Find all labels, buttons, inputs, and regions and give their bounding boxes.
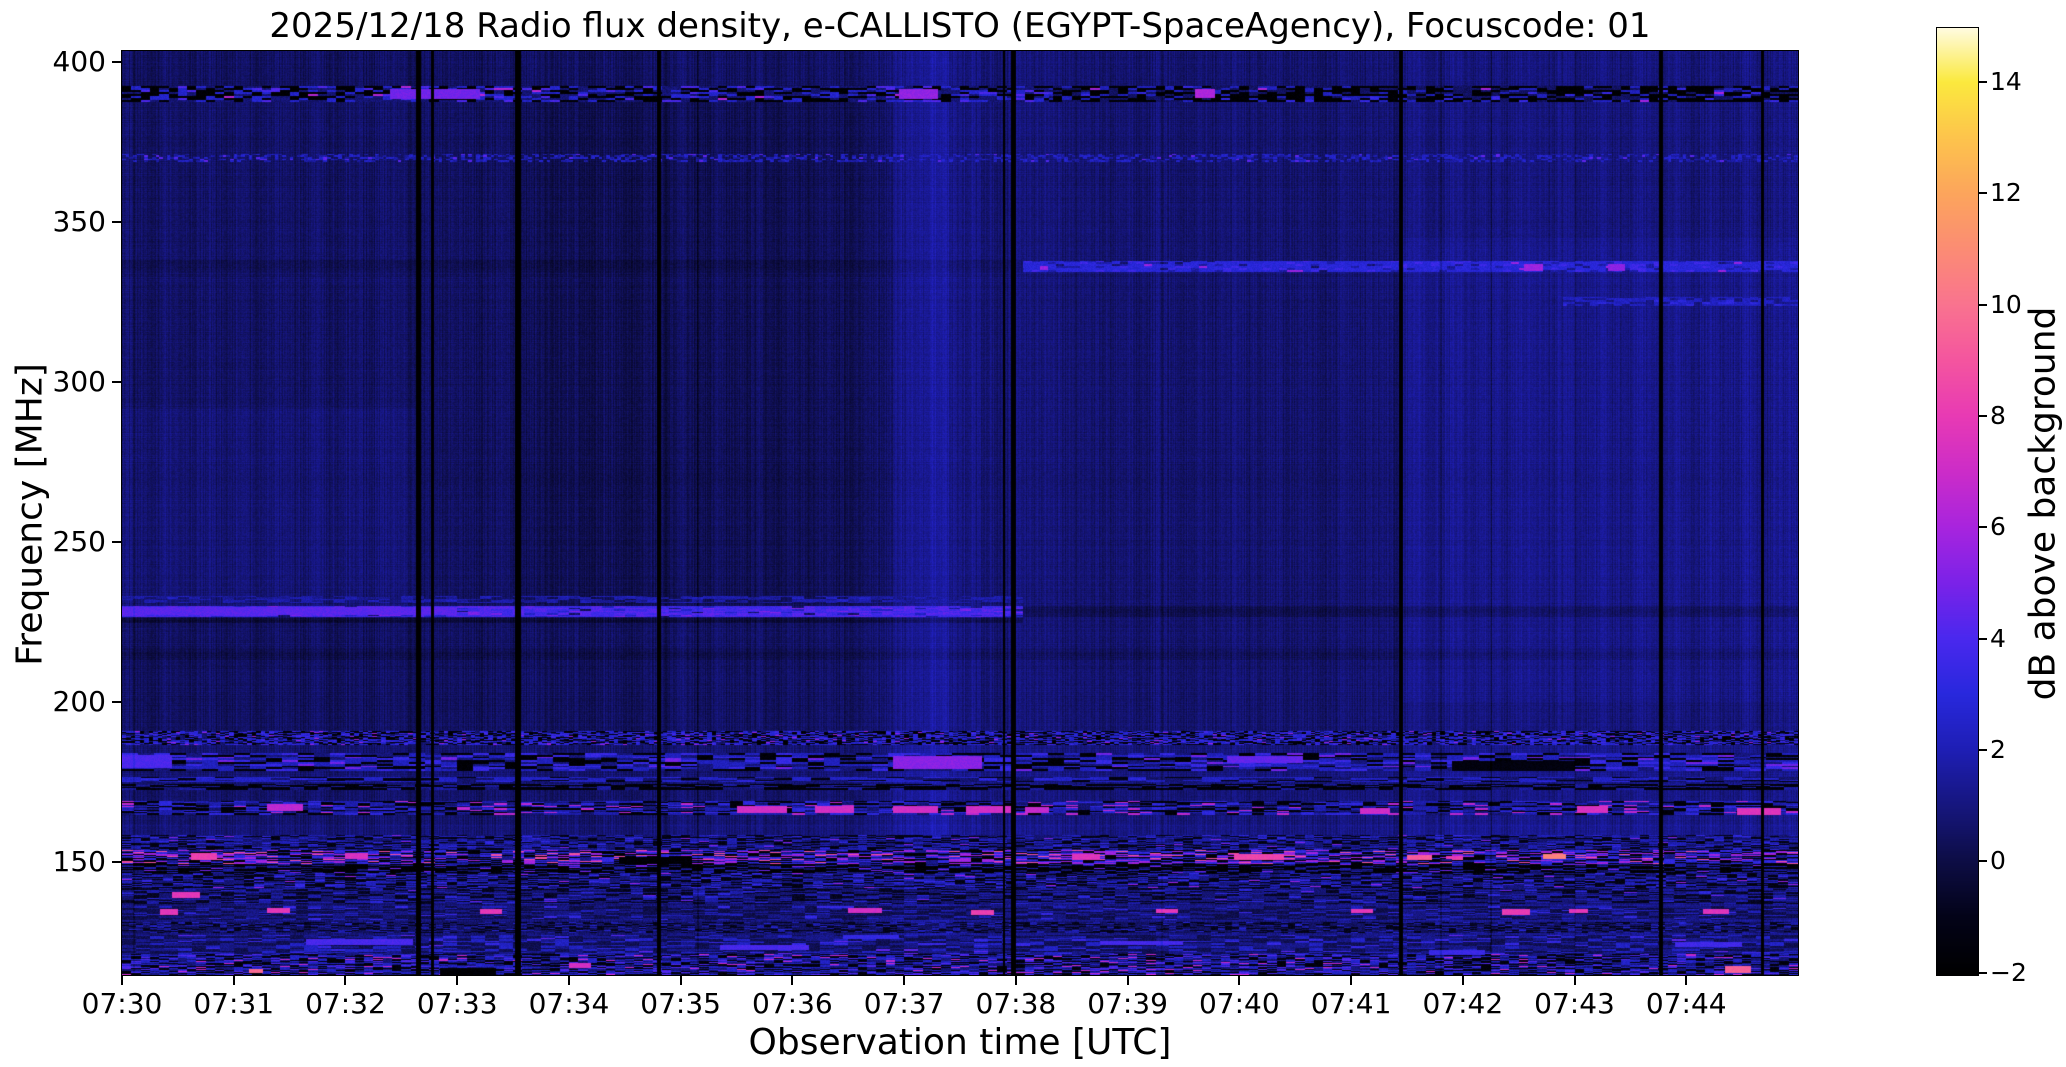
x-tick-label: 07:34 xyxy=(528,987,610,1020)
x-tick-mark xyxy=(1573,976,1576,985)
colorbar-tick-label: 2 xyxy=(1990,735,2006,765)
colorbar-label: dB above background xyxy=(2022,306,2064,701)
colorbar-tick-label: 4 xyxy=(1990,623,2006,653)
x-tick-label: 07:37 xyxy=(863,987,945,1020)
x-tick-label: 07:38 xyxy=(975,987,1057,1020)
x-tick-mark xyxy=(344,976,347,985)
plot-area xyxy=(121,50,1799,976)
y-tick-label: 400 xyxy=(52,44,106,78)
x-tick-label: 07:32 xyxy=(305,987,386,1020)
x-tick-mark xyxy=(1238,976,1241,985)
x-tick-mark xyxy=(456,976,459,985)
x-tick-mark xyxy=(567,976,570,985)
x-tick-label: 07:41 xyxy=(1310,987,1392,1020)
y-tick-label: 150 xyxy=(52,845,106,879)
colorbar-tick-label: 10 xyxy=(1990,289,2022,319)
spectrogram-canvas xyxy=(122,51,1798,975)
x-tick-mark xyxy=(1126,976,1129,985)
x-tick-mark xyxy=(1350,976,1353,985)
y-tick-mark xyxy=(112,380,121,383)
colorbar-tick-mark xyxy=(1979,860,1987,863)
x-tick-label: 07:42 xyxy=(1422,987,1504,1020)
x-tick-mark xyxy=(903,976,906,985)
colorbar-tick-mark xyxy=(1979,415,1987,418)
x-tick-label: 07:30 xyxy=(81,987,163,1020)
x-tick-label: 07:43 xyxy=(1534,987,1615,1020)
colorbar-tick-label: 14 xyxy=(1990,67,2022,96)
colorbar-tick-mark xyxy=(1979,192,1987,195)
x-tick-label: 07:40 xyxy=(1198,987,1280,1020)
x-tick-mark xyxy=(121,976,123,985)
colorbar xyxy=(1936,27,1979,976)
x-tick-mark xyxy=(1014,976,1017,985)
x-tick-label: 07:39 xyxy=(1087,987,1168,1020)
y-tick-mark xyxy=(112,700,121,703)
y-tick-mark xyxy=(112,861,121,864)
colorbar-tick-label: 12 xyxy=(1990,178,2022,208)
y-tick-label: 300 xyxy=(52,364,106,398)
x-tick-mark xyxy=(232,976,235,985)
colorbar-tick-mark xyxy=(1979,637,1987,640)
colorbar-tick-mark xyxy=(1979,749,1987,752)
colorbar-tick-label: 8 xyxy=(1990,401,2006,431)
x-tick-label: 07:31 xyxy=(193,987,275,1020)
chart-title: 2025/12/18 Radio flux density, e-CALLIST… xyxy=(269,6,1651,46)
colorbar-tick-mark xyxy=(1979,303,1987,306)
y-axis-label: Frequency [MHz] xyxy=(9,363,51,666)
colorbar-tick-label: 6 xyxy=(1990,512,2006,542)
y-tick-mark xyxy=(112,60,121,63)
x-axis-label: Observation time [UTC] xyxy=(748,1022,1172,1063)
colorbar-tick-mark xyxy=(1979,526,1987,529)
colorbar-tick-mark xyxy=(1979,971,1987,974)
x-tick-label: 07:44 xyxy=(1645,987,1727,1020)
y-tick-label: 350 xyxy=(52,204,106,238)
colorbar-canvas xyxy=(1937,28,1978,975)
y-tick-label: 250 xyxy=(52,524,106,558)
x-tick-mark xyxy=(679,976,682,985)
x-tick-label: 07:33 xyxy=(416,987,498,1020)
x-tick-label: 07:35 xyxy=(640,987,721,1020)
colorbar-tick-mark xyxy=(1979,81,1987,83)
colorbar-tick-label: −2 xyxy=(1990,957,2027,987)
x-tick-mark xyxy=(1685,976,1688,985)
colorbar-tick-label: 0 xyxy=(1990,846,2006,876)
x-tick-label: 07:36 xyxy=(752,987,833,1020)
y-tick-mark xyxy=(112,540,121,543)
x-tick-mark xyxy=(791,976,794,985)
y-tick-mark xyxy=(112,220,121,223)
x-tick-mark xyxy=(1461,976,1464,985)
y-tick-label: 200 xyxy=(52,684,106,718)
